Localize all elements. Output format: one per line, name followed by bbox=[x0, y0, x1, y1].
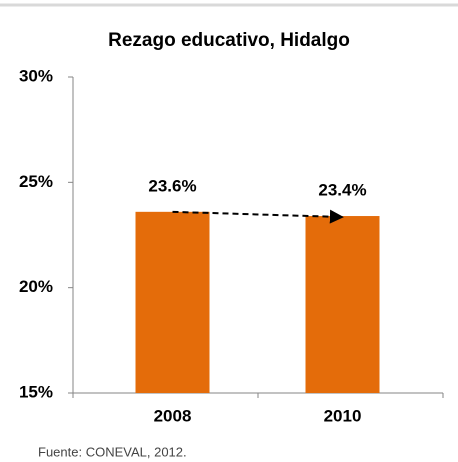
x-tick-label: 2010 bbox=[324, 406, 362, 425]
bar bbox=[135, 211, 210, 393]
x-tick-label: 2008 bbox=[154, 406, 192, 425]
y-tick-label: 20% bbox=[19, 277, 53, 296]
source-note: Fuente: CONEVAL, 2012. bbox=[38, 444, 187, 459]
y-tick-label: 25% bbox=[19, 172, 53, 191]
bar bbox=[305, 216, 380, 393]
chart-title: Rezago educativo, Hidalgo bbox=[108, 30, 350, 51]
value-label: 23.6% bbox=[148, 176, 196, 195]
value-label: 23.4% bbox=[318, 181, 366, 200]
y-tick-label: 30% bbox=[19, 66, 53, 85]
y-tick-label: 15% bbox=[19, 382, 53, 401]
trend-arrow bbox=[172, 209, 344, 224]
